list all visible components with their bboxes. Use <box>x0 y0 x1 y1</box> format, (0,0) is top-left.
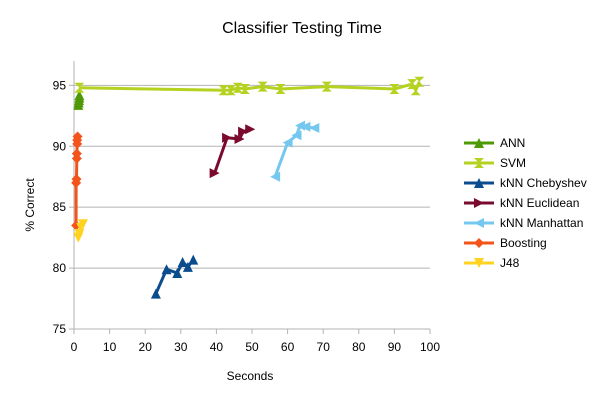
x-tick-label: 30 <box>174 340 188 354</box>
data-point-knn-chebyshev <box>182 261 193 272</box>
data-point-knn-euclidean <box>222 132 233 143</box>
data-point-boosting <box>71 148 82 159</box>
legend-label: kNN Manhattan <box>500 216 583 230</box>
data-point-svm <box>410 85 421 96</box>
data-point-svm <box>239 84 250 95</box>
data-point-knn-manhattan <box>300 121 311 132</box>
legend-label: SVM <box>500 156 526 170</box>
series-line-knn-manhattan <box>273 124 315 178</box>
legend-swatch-marker <box>474 198 484 208</box>
data-point-knn-chebyshev <box>188 254 199 265</box>
series-svm <box>74 76 425 96</box>
gridlines <box>74 84 430 269</box>
data-point-svm <box>218 85 229 96</box>
y-tick-label: 95 <box>53 78 67 92</box>
legend-label: kNN Chebyshev <box>500 176 587 190</box>
data-point-knn-chebyshev <box>177 257 188 267</box>
data-point-svm <box>257 81 268 92</box>
legend-swatch-marker <box>474 158 484 168</box>
data-point-svm <box>275 84 286 95</box>
data-point-knn-euclidean <box>209 168 220 179</box>
data-point-knn-manhattan <box>282 137 293 148</box>
series-line-knn-euclidean <box>213 127 251 174</box>
legend-item-knn-euclidean: kNN Euclidean <box>464 196 579 210</box>
legend-label: ANN <box>500 136 525 150</box>
data-point-knn-chebyshev <box>172 267 183 278</box>
chart-title: Classifier Testing Time <box>222 20 382 37</box>
legend-item-svm: SVM <box>464 156 526 170</box>
data-point-svm <box>232 82 243 93</box>
data-point-boosting <box>71 174 82 185</box>
legend-swatch-marker <box>474 138 484 148</box>
legend-item-ann: ANN <box>464 136 525 150</box>
data-point-knn-manhattan <box>270 171 281 182</box>
legend-item-boosting: Boosting <box>464 236 547 250</box>
y-tick-label: 90 <box>53 139 67 153</box>
x-tick-label: 60 <box>281 340 295 354</box>
legend-label: Boosting <box>500 236 547 250</box>
data-point-knn-manhattan <box>291 130 302 141</box>
legend: ANN SVM kNN Chebyshev kNN Euclidean kNN Manh… <box>464 136 587 270</box>
data-point-knn-chebyshev <box>150 288 161 299</box>
data-point-svm <box>389 84 400 95</box>
series-j48 <box>73 219 88 243</box>
legend-item-knn-chebyshev: kNN Chebyshev <box>464 176 587 190</box>
data-point-knn-manhattan <box>295 120 306 131</box>
data-point-ann <box>74 90 85 101</box>
data-point-svm <box>414 76 425 87</box>
y-tick-label: 75 <box>53 322 67 336</box>
y-tick-label: 80 <box>53 261 67 275</box>
data-point-svm <box>321 81 332 92</box>
data-point-j48 <box>77 219 88 230</box>
x-tick-label: 80 <box>352 340 366 354</box>
series-boosting <box>71 131 83 231</box>
series-line-svm <box>79 81 421 92</box>
x-tick-label: 10 <box>103 340 117 354</box>
x-axis-title: Seconds <box>227 369 274 383</box>
data-point-knn-euclidean <box>234 133 245 144</box>
series-knn-euclidean <box>209 124 256 179</box>
legend-item-knn-manhattan: kNN Manhattan <box>464 216 583 230</box>
data-point-j48 <box>74 228 85 239</box>
data-point-knn-euclidean <box>245 124 256 135</box>
series-knn-manhattan <box>270 120 320 182</box>
legend-label: J48 <box>500 256 520 270</box>
data-series <box>71 76 425 299</box>
legend-swatch-marker <box>474 258 484 268</box>
data-point-knn-euclidean <box>238 126 249 137</box>
legend-swatch-marker <box>474 178 484 188</box>
legend-swatch-marker <box>474 218 484 228</box>
x-tick-label: 100 <box>420 340 440 354</box>
legend-item-j48: J48 <box>464 256 520 270</box>
legend-swatch-marker <box>474 238 484 248</box>
data-point-boosting <box>72 131 83 142</box>
series-ann <box>73 90 85 110</box>
data-point-svm <box>74 82 85 93</box>
legend-label: kNN Euclidean <box>500 196 579 210</box>
series-knn-chebyshev <box>150 254 199 299</box>
axes: 75 80 85 90 95 0 10 20 30 40 50 60 70 80 90 100 <box>53 61 440 354</box>
x-tick-label: 40 <box>210 340 224 354</box>
data-point-knn-manhattan <box>309 123 320 133</box>
x-tick-label: 50 <box>245 340 259 354</box>
y-axis-title: % Correct <box>23 178 37 232</box>
x-tick-label: 70 <box>317 340 331 354</box>
x-tick-label: 0 <box>71 340 78 354</box>
x-tick-label: 90 <box>388 340 402 354</box>
x-tick-label: 20 <box>139 340 153 354</box>
data-point-knn-chebyshev <box>161 264 172 275</box>
y-tick-label: 85 <box>53 200 67 214</box>
